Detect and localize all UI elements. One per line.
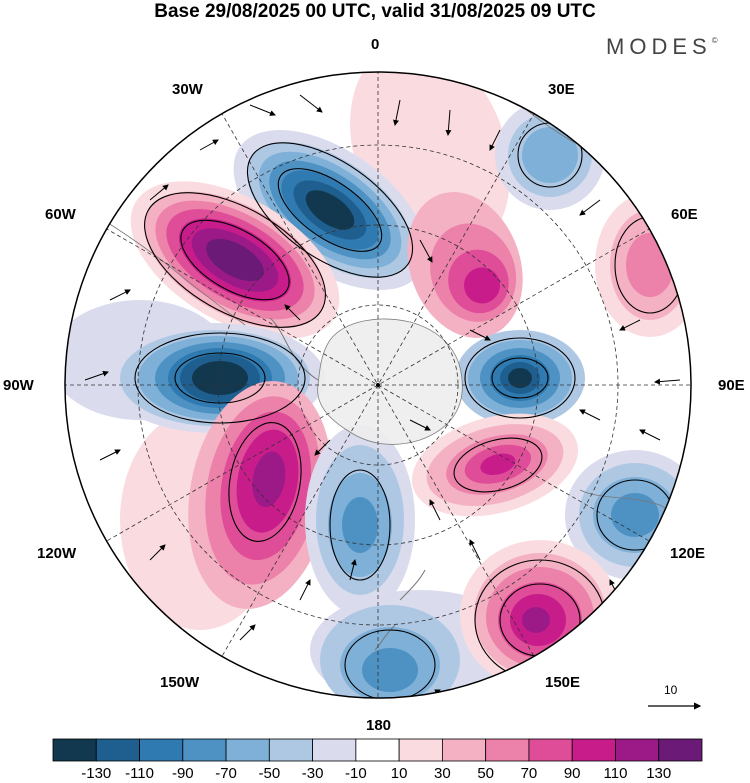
- colorbar-tick-label: 10: [390, 765, 408, 782]
- colorbar-swatch: [139, 738, 184, 762]
- colorbar-swatch: [485, 738, 530, 762]
- colorbar-swatch: [441, 738, 487, 762]
- lon-label-30e: 30E: [548, 81, 575, 98]
- neg-center-90e: [455, 330, 585, 426]
- pos-center-115w: [188, 381, 332, 609]
- lon-label-120e: 120E: [670, 545, 706, 562]
- lon-label-150w: 150W: [160, 674, 200, 691]
- south-america-coast: [94, 214, 246, 326]
- colorbar-tick-label: -90: [171, 765, 194, 782]
- lon-label-180: 180: [366, 717, 392, 734]
- lon-label-150e: 150E: [545, 674, 581, 691]
- antarctic-peninsula: [269, 317, 319, 381]
- new-zealand: [374, 569, 426, 651]
- lon-label-60e: 60E: [671, 206, 698, 223]
- colorbar-tick-label: 110: [603, 765, 628, 782]
- map-title: Base 29/08/2025 00 UTC, valid 31/08/2025…: [154, 1, 596, 22]
- neg-center-30e: [495, 100, 605, 210]
- lon-label-0: 0: [371, 36, 380, 53]
- polar-map: [64, 71, 702, 710]
- colorbar-tick-label: -10: [345, 765, 367, 782]
- lon-label-90w: 90W: [3, 377, 34, 394]
- anomaly-field: [65, 72, 691, 698]
- brand-name: MODES: [606, 34, 712, 59]
- pos-center-60w: [130, 181, 340, 339]
- colorbar-swatch: [658, 738, 703, 762]
- colorbar-swatch: [355, 738, 400, 762]
- lon-label-90e: 90E: [718, 377, 745, 394]
- lon-label-60w: 60W: [45, 206, 76, 223]
- lon-label-30w: 30W: [172, 81, 203, 98]
- colorbar-swatch: [52, 738, 97, 762]
- colorbar-tick-label: -110: [125, 765, 154, 782]
- colorbar: [52, 738, 703, 762]
- colorbar-swatch: [312, 738, 357, 762]
- colorbar-swatch: [268, 738, 314, 762]
- map-boundary: [64, 71, 692, 699]
- colorbar-swatch: [225, 738, 270, 762]
- neg-center-atlantic: [233, 130, 427, 290]
- colorbar-swatch: [398, 738, 443, 762]
- colorbar-tick-label: 30: [434, 765, 451, 782]
- colorbar-swatch: [615, 738, 660, 762]
- colorbar-tick-label: 50: [477, 765, 494, 782]
- neg-center-165w: [305, 425, 415, 615]
- colorbar-tick-label: -130: [81, 765, 112, 782]
- vector-scale-label: 10: [664, 683, 678, 697]
- colorbar-tick-label: 90: [563, 765, 581, 782]
- colorbar-swatch: [528, 738, 573, 762]
- antarctica: [317, 318, 463, 445]
- lon-label-120w: 120W: [37, 545, 77, 562]
- colorbar-tick-label: 70: [520, 765, 538, 782]
- modes-logo: MODES©: [606, 34, 718, 60]
- colorbar-tick-label: -70: [215, 765, 237, 782]
- colorbar-tick-label: 130: [646, 765, 672, 782]
- colorbar-swatch: [95, 738, 140, 762]
- pos-center-20e: [407, 192, 523, 338]
- copyright-mark: ©: [711, 36, 718, 45]
- colorbar-tick-label: -30: [301, 765, 324, 782]
- colorbar-tick-label: -50: [258, 765, 281, 782]
- colorbar-swatch: [182, 738, 227, 762]
- colorbar-swatch: [571, 738, 616, 762]
